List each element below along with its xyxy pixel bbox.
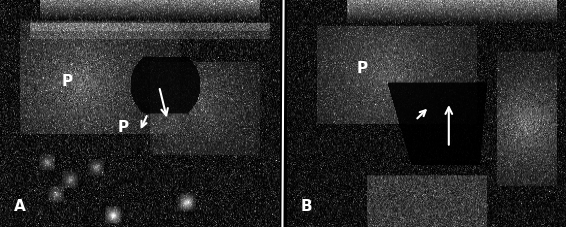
Text: P: P: [61, 74, 72, 89]
Text: P: P: [357, 61, 368, 76]
Text: P: P: [117, 120, 128, 135]
Text: B: B: [301, 199, 312, 214]
Text: A: A: [14, 199, 25, 214]
